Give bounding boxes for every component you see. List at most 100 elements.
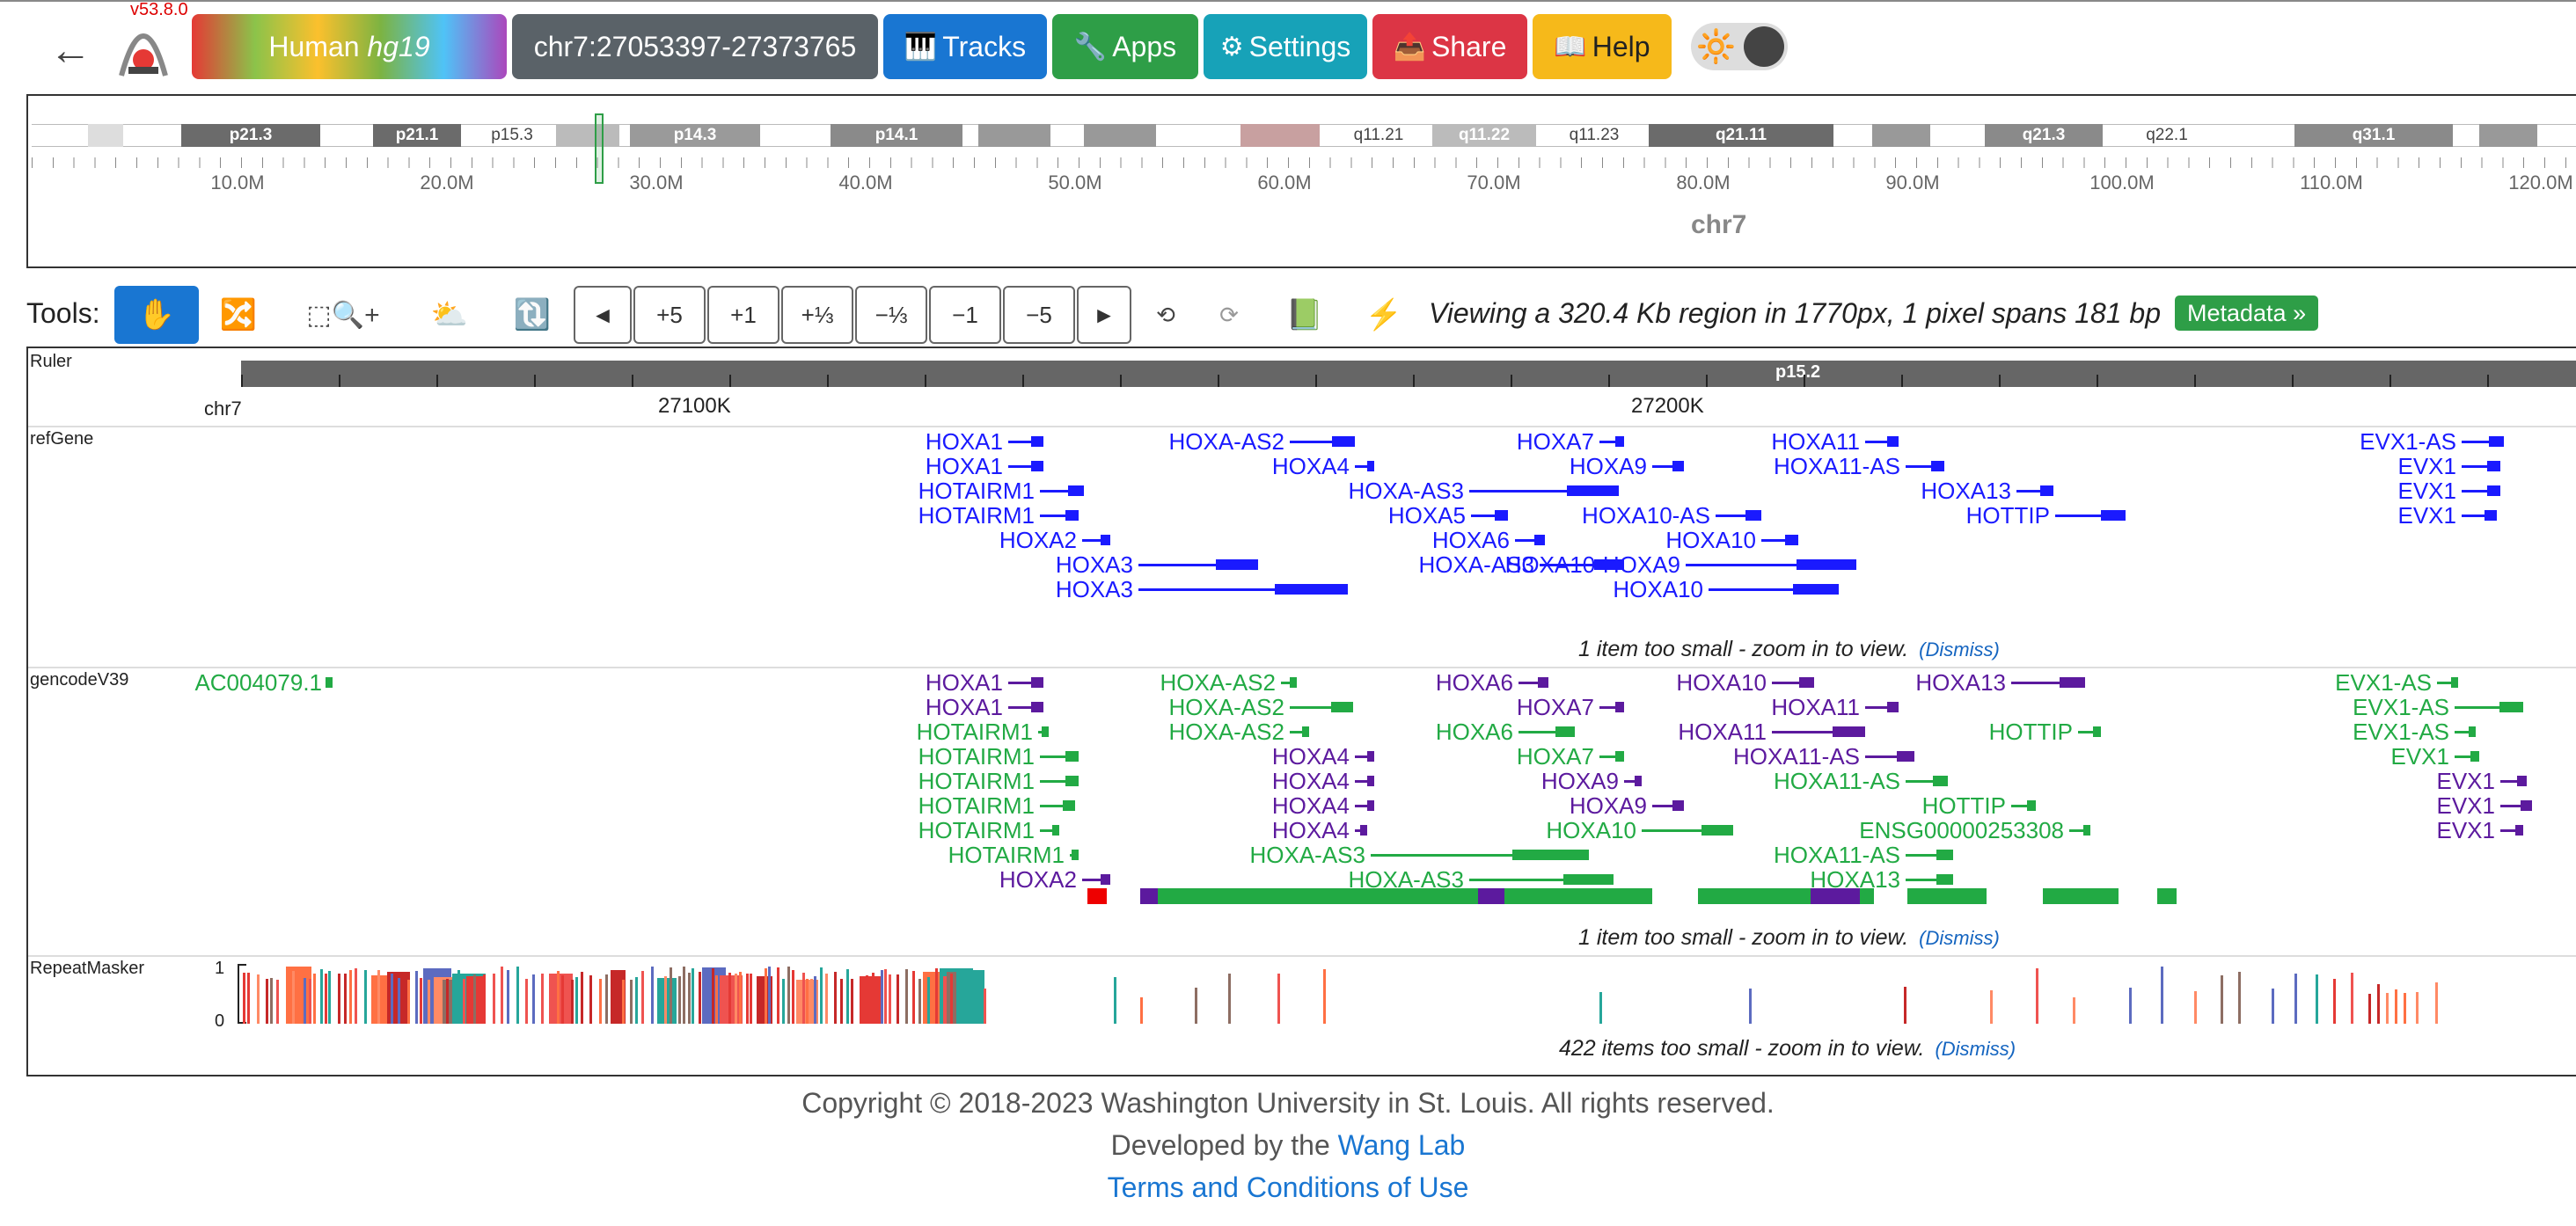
gene-label[interactable]: EVX1-AS (2335, 669, 2432, 696)
gene-glyph[interactable] (1281, 677, 1297, 688)
repeat-element[interactable] (825, 974, 828, 1024)
gene-label[interactable]: HOXA11-AS (1732, 743, 1860, 770)
gene-label[interactable]: HOXA-AS2 (1168, 719, 1285, 745)
repeat-element[interactable] (715, 975, 718, 1024)
repeat-element[interactable] (349, 970, 352, 1024)
gene-label[interactable]: HOXA10 (1613, 576, 1703, 602)
repeat-element[interactable] (457, 970, 460, 1024)
gene-label[interactable]: HOTAIRM1 (918, 743, 1035, 770)
gene-glyph[interactable] (1906, 776, 1948, 786)
gene-glyph[interactable] (1906, 874, 1953, 885)
repeat-element[interactable] (1904, 987, 1906, 1024)
gene-label[interactable]: HOXA-AS2 (1168, 694, 1285, 720)
repeat-element[interactable] (463, 979, 465, 1024)
repeat-element[interactable] (2073, 997, 2075, 1024)
repeat-element[interactable] (243, 973, 245, 1024)
gene-label[interactable]: HOTAIRM1 (918, 817, 1035, 843)
gene-glyph[interactable] (1652, 461, 1684, 471)
repeat-element[interactable] (320, 969, 323, 1024)
gene-glyph[interactable] (1040, 485, 1084, 496)
gene-label[interactable]: HOXA13 (1915, 669, 2006, 696)
repeat-element[interactable] (720, 975, 743, 1024)
gene-glyph[interactable] (2500, 800, 2532, 811)
repeat-element[interactable] (2221, 975, 2223, 1024)
repeat-element[interactable] (814, 976, 816, 1024)
repeat-element[interactable] (2404, 993, 2406, 1024)
gene-glyph[interactable] (2500, 825, 2523, 836)
gene-label[interactable]: HOXA4 (1271, 792, 1350, 819)
repeat-element[interactable] (2129, 988, 2132, 1024)
gene-label[interactable]: HOXA1 (925, 694, 1003, 720)
gene-glyph[interactable] (1772, 677, 1814, 688)
repeat-element[interactable] (407, 980, 410, 1024)
repeat-element[interactable] (846, 969, 849, 1024)
gene-glyph[interactable] (1599, 751, 1624, 762)
repeat-element[interactable] (501, 967, 503, 1024)
repeat-element[interactable] (292, 971, 295, 1024)
repeat-element[interactable] (2333, 979, 2336, 1024)
gene-glyph[interactable] (2500, 776, 2527, 786)
repeat-element[interactable] (2316, 974, 2318, 1024)
repeat-element[interactable] (581, 972, 583, 1024)
back-arrow-icon[interactable]: ← (49, 27, 91, 74)
repeat-element[interactable] (589, 975, 592, 1024)
gene-glyph[interactable] (2462, 461, 2500, 471)
gene-glyph[interactable] (1515, 535, 1545, 545)
repeat-element[interactable] (2377, 984, 2380, 1024)
repeat-element[interactable] (806, 979, 809, 1024)
track-container[interactable]: Ruler p15.2 chr7 27100K 27200K refGene H… (26, 347, 2576, 1076)
repeat-element[interactable] (657, 978, 677, 1024)
repeat-element[interactable] (377, 970, 380, 1024)
repeat-element[interactable] (415, 971, 418, 1024)
zoom-out-1-button[interactable]: −1 (929, 286, 1001, 344)
repeat-element[interactable] (338, 974, 340, 1024)
repeat-element[interactable] (750, 974, 752, 1024)
zoom-out-5-button[interactable]: −5 (1003, 286, 1075, 344)
repeat-element[interactable] (635, 977, 638, 1024)
gene-glyph[interactable] (1519, 726, 1575, 737)
gene-label[interactable]: EVX1 (2436, 792, 2496, 819)
repeat-element[interactable] (820, 967, 823, 1024)
gene-glyph[interactable] (1519, 677, 1548, 688)
repeat-element[interactable] (549, 974, 573, 1024)
gene-label[interactable]: HOXA-AS3 (1249, 842, 1366, 868)
gene-label[interactable]: HOXA4 (1271, 453, 1350, 479)
gene-glyph[interactable] (1290, 436, 1355, 447)
repeat-element[interactable] (309, 979, 311, 1024)
repeat-element[interactable] (692, 968, 694, 1024)
gene-glyph[interactable] (1865, 702, 1899, 712)
repeat-element[interactable] (622, 980, 625, 1024)
repeat-element[interactable] (641, 971, 644, 1024)
gene-label[interactable]: HOXA3 (1055, 576, 1133, 602)
gene-glyph[interactable] (1716, 510, 1761, 521)
repeat-element[interactable] (768, 967, 771, 1024)
gene-label[interactable]: HOXA10-AS (1582, 502, 1710, 529)
gene-glyph[interactable] (2455, 751, 2479, 762)
repeat-element[interactable] (2386, 993, 2389, 1024)
gene-label[interactable]: HOXA9 (1569, 792, 1647, 819)
repeat-element[interactable] (1277, 974, 1280, 1024)
gene-label[interactable]: HOXA11 (1771, 694, 1860, 720)
gene-label[interactable]: HOXA6 (1435, 669, 1513, 696)
repeat-element[interactable] (296, 974, 299, 1024)
gene-glyph[interactable] (1040, 825, 1059, 836)
repeat-element[interactable] (699, 972, 701, 1024)
repeat-element[interactable] (493, 974, 495, 1024)
gene-label[interactable]: HOTAIRM1 (918, 768, 1035, 794)
gene-glyph[interactable] (2055, 510, 2126, 521)
gene-glyph[interactable] (2455, 726, 2476, 737)
gene-glyph[interactable] (1355, 461, 1374, 471)
gene-label[interactable]: HOXA10-HOXA9 (1504, 551, 1680, 578)
gene-label[interactable]: HOXA6 (1431, 527, 1510, 553)
session-book-icon[interactable]: 📗 (1285, 298, 1324, 332)
gene-glyph[interactable] (1082, 874, 1110, 885)
repeat-element[interactable] (688, 973, 691, 1024)
gencode-dismiss-link[interactable]: (Dismiss) (1919, 927, 2000, 949)
gene-label[interactable]: HOTTIP (1965, 502, 2050, 529)
app-logo[interactable]: v53.8.0 (113, 0, 188, 77)
lightning-icon[interactable]: ⚡ (1365, 298, 1403, 332)
gene-glyph[interactable] (1371, 850, 1589, 860)
repeat-element[interactable] (670, 967, 672, 1024)
repeat-element[interactable] (746, 974, 749, 1024)
compact-gene-bar[interactable] (1811, 888, 1860, 904)
